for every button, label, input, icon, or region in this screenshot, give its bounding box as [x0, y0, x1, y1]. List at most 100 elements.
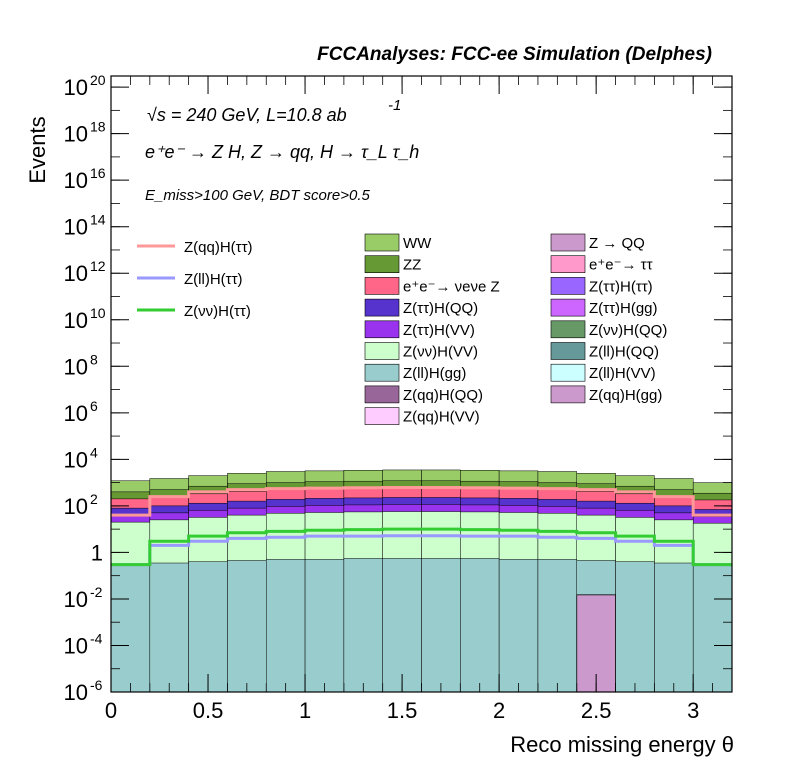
- x-tick-label: 2.5: [581, 698, 612, 723]
- plot-frame: [110, 75, 733, 693]
- stack-bar-6-9: [460, 558, 500, 693]
- legend-swatch: [364, 255, 400, 273]
- stack-bar-6-11: [537, 559, 577, 693]
- legend-swatch: [364, 298, 400, 317]
- lumi-exponent: -1: [388, 97, 401, 114]
- legend-label: Z(νν)H(QQ): [589, 322, 667, 339]
- legend-label: e⁺e⁻→ νeνe Z: [403, 278, 500, 295]
- legend-label: Z → QQ: [589, 235, 645, 252]
- y-tick-label: 10: [64, 587, 88, 612]
- legend-swatch: [364, 277, 400, 295]
- legend-swatch: [550, 298, 586, 317]
- y-tick-exponent: -2: [90, 584, 103, 600]
- y-tick-exponent: 12: [90, 258, 106, 274]
- y-tick-label: 10: [64, 633, 88, 658]
- legend-label: ZZ: [403, 257, 421, 274]
- cut-annotation: E_miss>100 GeV, BDT score>0.5: [145, 187, 370, 204]
- legend: Z(qq)H(ττ) Z(ll)H(ττ) Z(νν)H(ττ) WW ZZ e⁺e⁻→ …: [137, 233, 667, 426]
- plot-header: FCCAnalyses: FCC-ee Simulation (Delphes): [317, 44, 712, 65]
- x-tick-label: 1.5: [387, 698, 418, 723]
- stack-bar-6-10: [498, 559, 539, 693]
- y-tick-label: 10: [64, 680, 88, 705]
- legend-label: Z(ττ)H(QQ): [403, 300, 478, 317]
- y-tick-label: 10: [64, 75, 88, 100]
- legend-label: Z(qq)H(VV): [403, 409, 480, 426]
- legend-swatch: [550, 342, 586, 360]
- legend-swatch: [550, 233, 586, 252]
- legend-line-label: Z(ll)H(ττ): [184, 271, 243, 288]
- stack-bar-6-3: [227, 560, 267, 693]
- legend-label: Z(νν)H(VV): [403, 344, 478, 361]
- legend-swatch: [364, 385, 400, 404]
- legend-label: e⁺e⁻→ ττ: [589, 257, 653, 274]
- y-tick-exponent: 8: [90, 351, 98, 367]
- legend-swatch: [364, 320, 400, 339]
- legend-swatch: [550, 363, 586, 382]
- legend-label: Z(ττ)H(VV): [403, 322, 475, 339]
- legend-label: Z(ll)H(gg): [403, 365, 466, 382]
- x-tick-label: 1: [299, 698, 311, 723]
- y-tick-exponent: 14: [90, 212, 106, 228]
- legend-line-label: Z(qq)H(ττ): [184, 239, 253, 256]
- stack-bar-6-1: [149, 562, 189, 693]
- y-tick-label: 10: [64, 215, 88, 240]
- stack-bar-6-15: [692, 564, 733, 693]
- y-tick-label: 10: [64, 401, 88, 426]
- series-line-1: [111, 534, 732, 567]
- stack-bar-6-14: [654, 562, 694, 693]
- legend-line-label: Z(νν)H(ττ): [184, 303, 251, 320]
- legend-swatch: [364, 407, 400, 425]
- process-annotation: e⁺e⁻ → Z H, Z → qq, H → τ_L τ_h: [145, 142, 419, 162]
- stack-bar-6-8: [421, 558, 461, 693]
- stack-bar-6-2: [188, 561, 228, 693]
- y-tick-exponent: 16: [90, 165, 106, 181]
- series-line-2: [111, 527, 732, 567]
- y-tick-label: 10: [64, 168, 88, 193]
- y-tick-exponent: -4: [90, 630, 103, 646]
- legend-label: Z(ll)H(VV): [589, 365, 656, 382]
- y-tick-label: 10: [64, 447, 88, 472]
- series-line-0: [111, 485, 732, 517]
- y-tick-label: 10: [64, 354, 88, 379]
- stack-bar-6-0: [110, 564, 151, 693]
- y-tick-exponent: 6: [90, 398, 98, 414]
- x-axis-title: Reco missing energy θ: [510, 732, 734, 757]
- y-tick-label: 1: [91, 540, 103, 565]
- legend-label: Z(qq)H(gg): [589, 387, 662, 404]
- legend-label: Z(ττ)H(gg): [589, 300, 658, 317]
- stack-bar-6-13: [615, 561, 655, 693]
- legend-label: Z(ll)H(QQ): [589, 344, 659, 361]
- y-axis-title: Events: [25, 116, 50, 183]
- legend-label: Z(qq)H(QQ): [403, 387, 483, 404]
- stack-bar-6-5: [304, 559, 345, 693]
- legend-swatch: [550, 320, 586, 339]
- y-tick-exponent: 18: [90, 119, 106, 135]
- stack-bar-6-6: [343, 558, 383, 693]
- y-tick-label: 10: [64, 122, 88, 147]
- y-tick-exponent: -6: [90, 677, 103, 693]
- x-tick-label: 0.5: [193, 698, 224, 723]
- y-tick-exponent: 2: [90, 491, 98, 507]
- y-tick-exponent: 4: [90, 444, 98, 460]
- y-tick-label: 10: [64, 494, 88, 519]
- x-tick-label: 3: [687, 698, 699, 723]
- legend-swatch: [364, 363, 400, 382]
- y-tick-exponent: 20: [90, 72, 106, 88]
- x-tick-label: 2: [493, 698, 505, 723]
- legend-swatch: [550, 255, 586, 273]
- stack-bar-6-4: [266, 559, 306, 693]
- y-tick-label: 10: [64, 308, 88, 333]
- signal-lines: [111, 485, 732, 567]
- legend-swatch: [550, 277, 586, 295]
- legend-swatch: [364, 342, 400, 360]
- y-tick-exponent: 10: [90, 305, 106, 321]
- y-tick-label: 10: [64, 261, 88, 286]
- energy-annotation: √s = 240 GeV, L=10.8 ab: [147, 105, 347, 125]
- x-tick-label: 0: [105, 698, 117, 723]
- stack-bars: [110, 469, 733, 693]
- legend-label: Z(ττ)H(ττ): [589, 278, 653, 295]
- legend-swatch: [550, 385, 586, 404]
- legend-swatch: [364, 233, 400, 252]
